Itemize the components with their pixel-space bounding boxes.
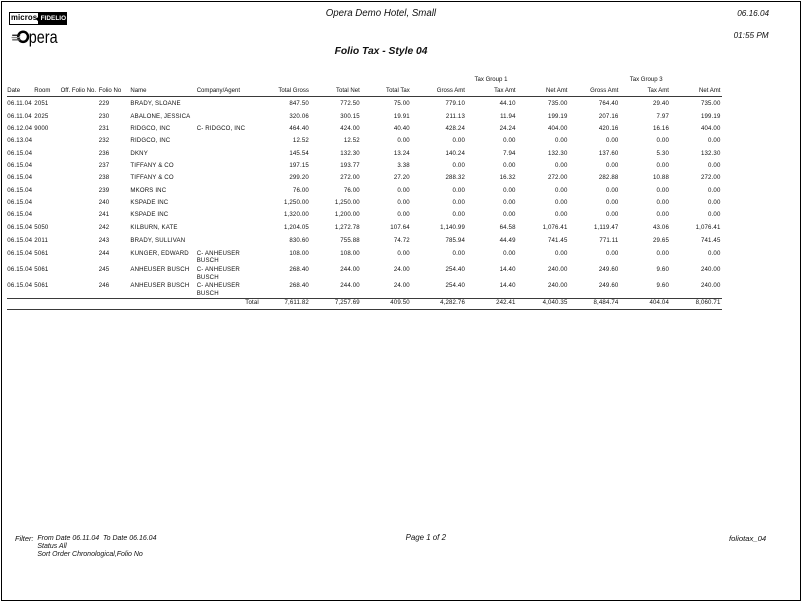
svg-text:pera: pera xyxy=(29,28,58,47)
